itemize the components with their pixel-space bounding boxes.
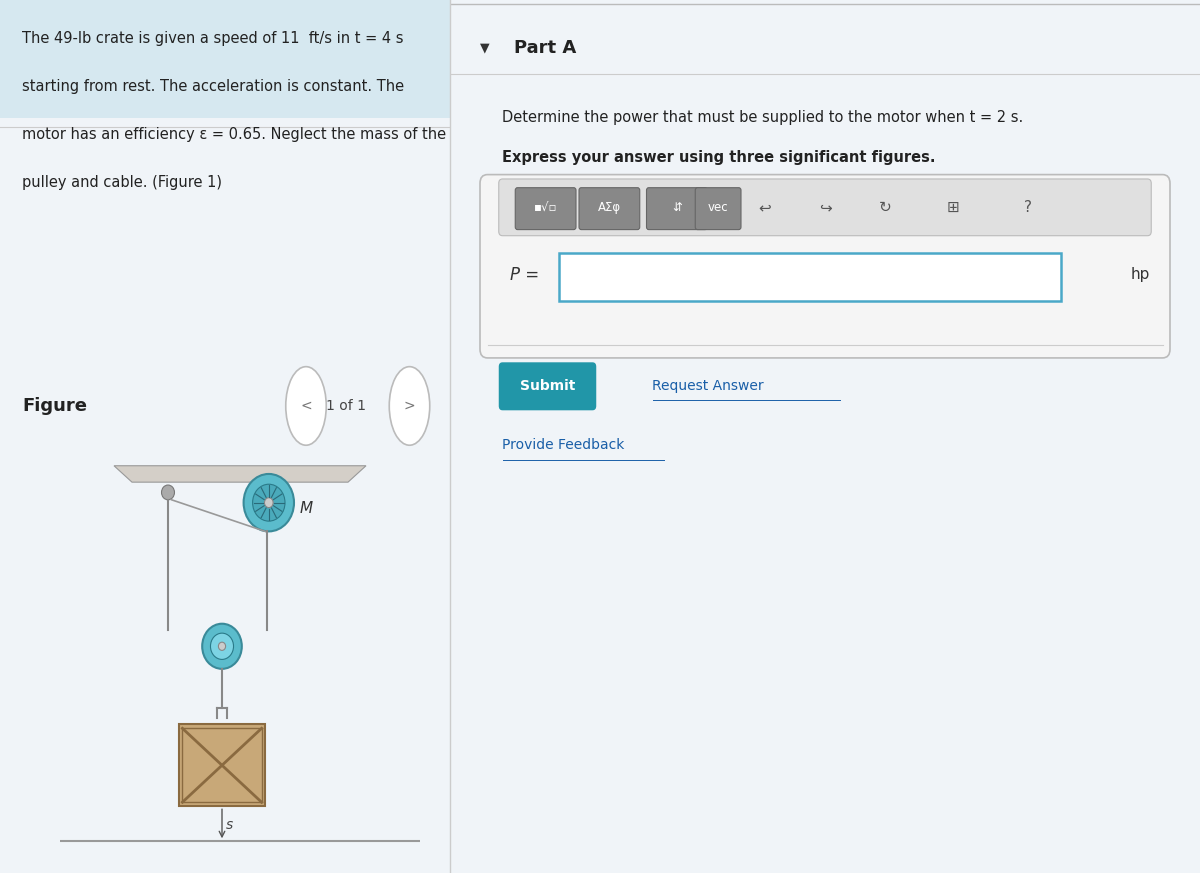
Text: Request Answer: Request Answer	[653, 379, 764, 393]
FancyBboxPatch shape	[695, 188, 742, 230]
Text: <: <	[300, 399, 312, 413]
Circle shape	[286, 367, 326, 445]
Text: ▪√▫: ▪√▫	[534, 202, 557, 214]
FancyBboxPatch shape	[480, 175, 1170, 358]
Text: Figure: Figure	[23, 397, 88, 415]
FancyBboxPatch shape	[580, 188, 640, 230]
Text: 1 of 1: 1 of 1	[326, 399, 366, 413]
Text: Express your answer using three significant figures.: Express your answer using three signific…	[503, 149, 936, 165]
Text: P =: P =	[510, 266, 539, 284]
FancyBboxPatch shape	[499, 179, 1151, 236]
Text: ↪: ↪	[818, 200, 832, 216]
Text: Submit: Submit	[520, 379, 575, 393]
Circle shape	[244, 474, 294, 532]
Circle shape	[202, 623, 242, 669]
Polygon shape	[114, 465, 366, 482]
Text: vec: vec	[708, 202, 728, 214]
Text: motor has an efficiency ε = 0.65. Neglect the mass of the: motor has an efficiency ε = 0.65. Neglec…	[23, 127, 446, 141]
Text: ▼: ▼	[480, 42, 490, 54]
FancyBboxPatch shape	[179, 725, 265, 807]
Text: >: >	[403, 399, 415, 413]
Text: The 49-lb crate is given a speed of 11  ft/s in t = 4 s: The 49-lb crate is given a speed of 11 f…	[23, 31, 404, 45]
Text: Determine the power that must be supplied to the motor when t = 2 s.: Determine the power that must be supplie…	[503, 110, 1024, 126]
FancyBboxPatch shape	[647, 188, 707, 230]
Text: ↻: ↻	[878, 200, 892, 216]
Circle shape	[218, 643, 226, 650]
Text: hp: hp	[1130, 267, 1150, 283]
Text: M: M	[300, 501, 312, 516]
Circle shape	[210, 633, 234, 659]
Circle shape	[389, 367, 430, 445]
Text: AΣφ: AΣφ	[598, 202, 620, 214]
Text: ?: ?	[1024, 200, 1032, 216]
Text: ⊞: ⊞	[946, 200, 959, 216]
Text: ↩: ↩	[758, 200, 772, 216]
Text: s: s	[227, 818, 234, 832]
Text: starting from rest. The acceleration is constant. The: starting from rest. The acceleration is …	[23, 79, 404, 93]
FancyBboxPatch shape	[559, 253, 1061, 301]
Circle shape	[162, 485, 174, 500]
Text: pulley and cable. (Figure 1): pulley and cable. (Figure 1)	[23, 175, 222, 189]
FancyBboxPatch shape	[0, 0, 450, 118]
FancyBboxPatch shape	[499, 362, 596, 410]
Text: ⇵: ⇵	[672, 202, 682, 214]
Circle shape	[264, 498, 274, 507]
Circle shape	[252, 485, 284, 521]
Text: Provide Feedback: Provide Feedback	[503, 438, 625, 452]
FancyBboxPatch shape	[515, 188, 576, 230]
Text: Part A: Part A	[514, 39, 576, 57]
